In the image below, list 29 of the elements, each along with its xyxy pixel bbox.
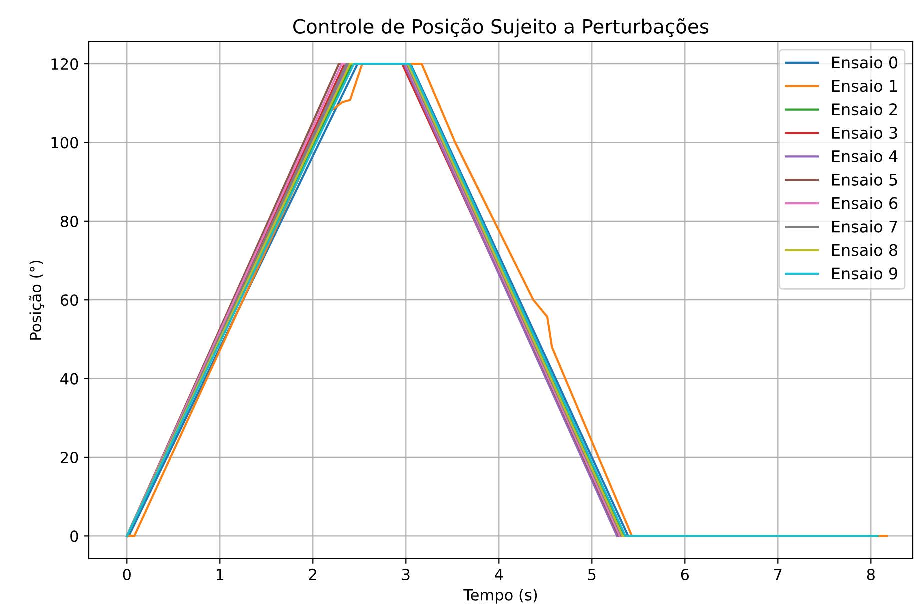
legend-label: Ensaio 3 bbox=[832, 126, 898, 140]
x-tick-label: 1 bbox=[216, 569, 224, 580]
x-tick-label: 6 bbox=[681, 568, 690, 581]
y-tick-label: 100 bbox=[52, 137, 78, 149]
y-tick-label: 0 bbox=[70, 530, 78, 542]
legend-label: Ensaio 8 bbox=[832, 244, 898, 256]
y-tick-label: 60 bbox=[60, 294, 78, 306]
x-tick-label: 4 bbox=[495, 569, 504, 580]
legend-label: Ensaio 1 bbox=[832, 80, 898, 92]
legend-label: Ensaio 0 bbox=[832, 56, 898, 69]
y-tick-label: 80 bbox=[60, 216, 78, 228]
y-axis-title: Posição (°) bbox=[30, 260, 44, 340]
y-tick-label: 20 bbox=[60, 452, 78, 464]
x-tick-label: 5 bbox=[588, 569, 596, 581]
y-tick-label: 40 bbox=[60, 373, 78, 385]
x-axis-title: Tempo (s) bbox=[464, 589, 538, 604]
y-tick-label: 120 bbox=[52, 58, 78, 70]
legend-label: Ensaio 4 bbox=[832, 150, 898, 163]
legend-label: Ensaio 5 bbox=[832, 174, 898, 186]
x-tick-label: 2 bbox=[309, 568, 316, 580]
chart-title: Controle de Posição Sujeito a Perturbações bbox=[294, 18, 709, 38]
x-tick-label: 0 bbox=[123, 568, 131, 581]
legend-label: Ensaio 2 bbox=[832, 103, 898, 116]
x-tick-label: 3 bbox=[402, 568, 410, 581]
x-tick-label: 8 bbox=[867, 568, 875, 581]
legend-label: Ensaio 9 bbox=[832, 267, 898, 280]
legend-label: Ensaio 7 bbox=[832, 220, 898, 233]
legend-label: Ensaio 6 bbox=[832, 197, 898, 210]
x-tick-label: 7 bbox=[774, 569, 782, 580]
